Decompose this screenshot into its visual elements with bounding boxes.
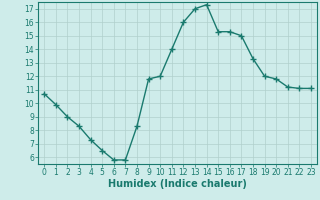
X-axis label: Humidex (Indice chaleur): Humidex (Indice chaleur) — [108, 179, 247, 189]
